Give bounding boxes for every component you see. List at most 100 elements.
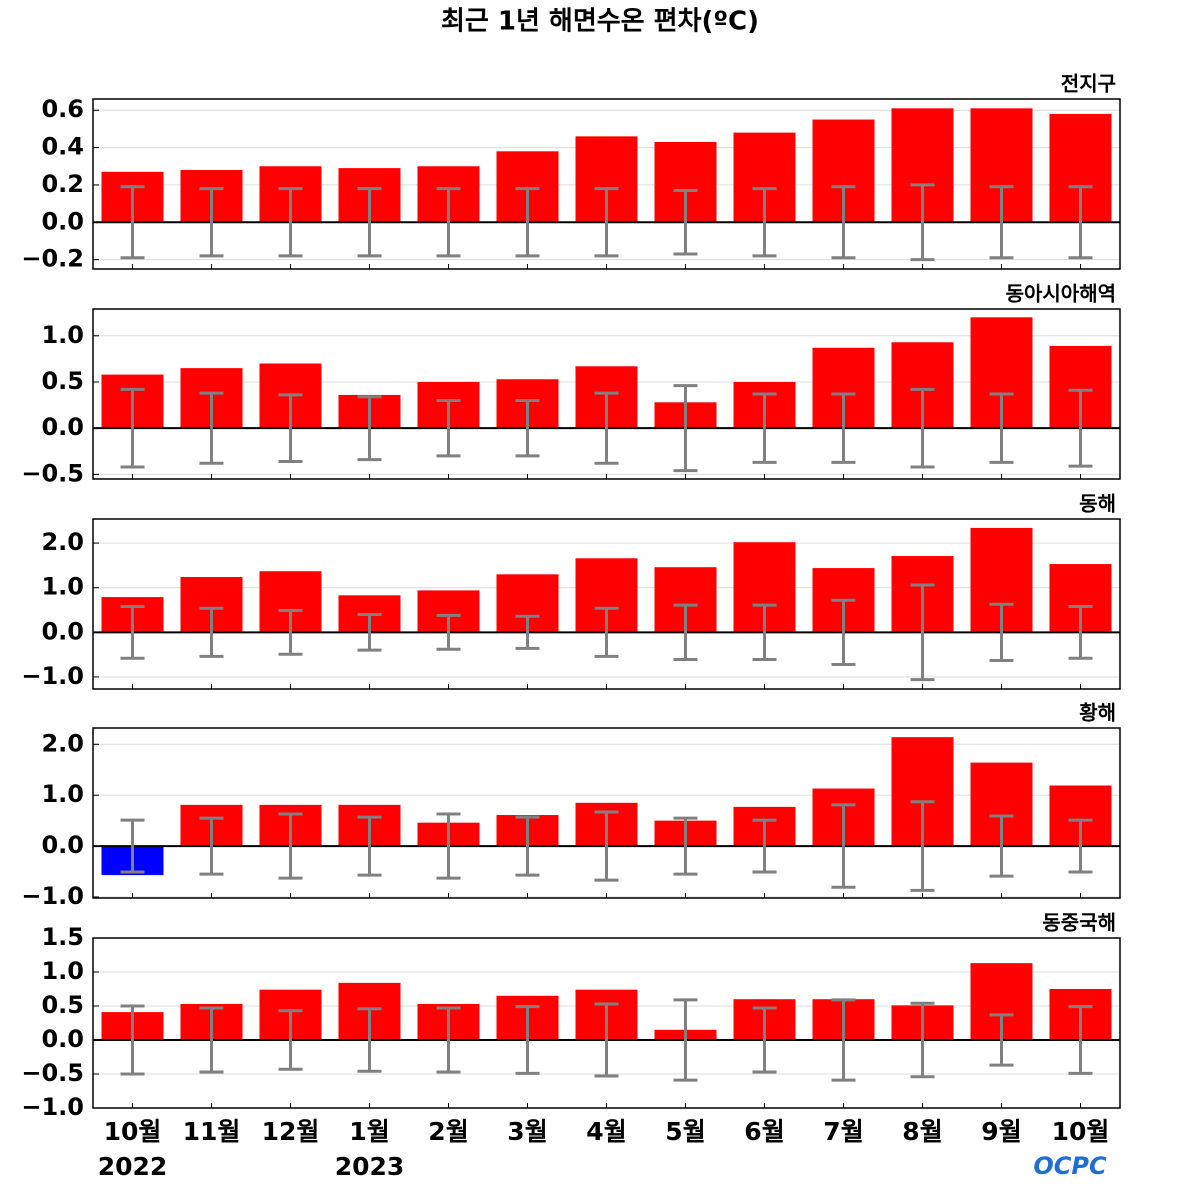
y-tick-label: 0.4	[41, 133, 84, 161]
error-bar	[357, 1007, 382, 1073]
panel-subtitle: 동아시아해역	[1006, 282, 1116, 306]
x-tick-label: 7월	[823, 1117, 863, 1146]
y-tick-label: 0.0	[41, 1025, 84, 1053]
error-bar	[594, 187, 619, 258]
panel-subtitle: 전지구	[1061, 72, 1116, 96]
error-bar	[436, 187, 461, 258]
error-bar	[357, 815, 382, 877]
y-tick-label: −1.0	[21, 662, 84, 690]
error-bar	[199, 187, 224, 258]
error-bar	[831, 598, 856, 666]
x-tick-label: 8월	[902, 1117, 942, 1146]
error-bar	[515, 187, 540, 258]
error-bar	[673, 384, 698, 473]
error-bar	[199, 391, 224, 465]
error-bar	[831, 803, 856, 889]
y-tick-label: 0.0	[41, 831, 84, 859]
error-bar	[673, 189, 698, 256]
chart-title: 최근 1년 해면수온 편차(ºC)	[441, 7, 759, 37]
y-tick-label: 0.0	[41, 207, 84, 235]
error-bar	[436, 1006, 461, 1074]
error-bar	[831, 392, 856, 464]
error-bar	[989, 392, 1014, 464]
y-tick-label: 0.0	[41, 413, 84, 441]
y-tick-label: 1.0	[41, 321, 84, 349]
year-label: 2023	[335, 1152, 405, 1181]
error-bar	[910, 1001, 935, 1079]
error-bar	[831, 185, 856, 260]
error-bar	[594, 606, 619, 658]
error-bar	[515, 1005, 540, 1075]
error-bar	[673, 816, 698, 876]
error-bar	[278, 187, 303, 258]
error-bar	[357, 187, 382, 258]
y-tick-label: 2.0	[41, 528, 84, 556]
error-bar	[120, 185, 145, 260]
error-bar	[989, 602, 1014, 662]
x-tick-label: 2월	[428, 1117, 468, 1146]
error-bar	[515, 815, 540, 877]
plot-frame	[92, 937, 1121, 1109]
x-tick-label: 4월	[586, 1117, 626, 1146]
error-bar	[199, 1006, 224, 1074]
y-tick-label: −0.5	[21, 459, 84, 487]
y-tick-label: 1.0	[41, 573, 84, 601]
error-bar	[1068, 818, 1093, 874]
y-tick-label: 0.5	[41, 367, 84, 395]
plot-frame	[92, 518, 1121, 690]
x-tick-label: 3월	[507, 1117, 547, 1146]
error-bar	[120, 818, 145, 874]
error-bar	[1068, 185, 1093, 260]
error-bar	[910, 800, 935, 892]
y-tick-label: 1.0	[41, 780, 84, 808]
error-bar	[278, 1009, 303, 1071]
error-bar	[120, 604, 145, 660]
panel-subtitle: 황해	[1079, 701, 1116, 725]
error-bar	[436, 613, 461, 651]
plot-frame	[92, 308, 1121, 480]
logo: OCPC	[1033, 1152, 1107, 1180]
y-tick-label: 2.0	[41, 729, 84, 757]
error-bar	[752, 818, 777, 874]
x-tick-label: 10월	[104, 1117, 162, 1146]
error-bar	[989, 185, 1014, 260]
x-tick-label: 5월	[665, 1117, 705, 1146]
y-tick-label: −0.2	[21, 245, 84, 273]
x-tick-label: 1월	[349, 1117, 389, 1146]
error-bar	[357, 612, 382, 652]
y-tick-label: 0.0	[41, 617, 84, 645]
error-bar	[910, 183, 935, 262]
error-bar	[515, 398, 540, 458]
error-bar	[673, 998, 698, 1082]
y-tick-label: 0.5	[41, 991, 84, 1019]
error-bar	[752, 187, 777, 258]
error-bar	[752, 1006, 777, 1074]
x-tick-label: 11월	[183, 1117, 241, 1146]
error-bar	[1068, 388, 1093, 468]
y-tick-label: 0.6	[41, 95, 84, 123]
y-tick-label: 1.5	[41, 923, 84, 951]
y-tick-label: 1.0	[41, 957, 84, 985]
error-bar	[278, 608, 303, 656]
error-bar	[752, 603, 777, 662]
panel-subtitle: 동해	[1079, 492, 1116, 516]
error-bar	[199, 816, 224, 876]
error-bar	[594, 391, 619, 465]
x-tick-label: 10월	[1052, 1117, 1110, 1146]
error-bar	[594, 1002, 619, 1078]
error-bar	[278, 812, 303, 880]
error-bar	[989, 814, 1014, 878]
x-tick-label: 9월	[981, 1117, 1021, 1146]
error-bar	[910, 387, 935, 469]
error-bar	[1068, 604, 1093, 660]
panel-subtitle: 동중국해	[1042, 911, 1116, 935]
y-tick-label: −0.5	[21, 1059, 84, 1087]
year-label: 2022	[98, 1152, 168, 1181]
x-tick-label: 12월	[262, 1117, 320, 1146]
error-bar	[436, 398, 461, 458]
y-tick-label: 0.2	[41, 170, 84, 198]
error-bar	[278, 393, 303, 463]
plot-frame	[92, 98, 1121, 270]
